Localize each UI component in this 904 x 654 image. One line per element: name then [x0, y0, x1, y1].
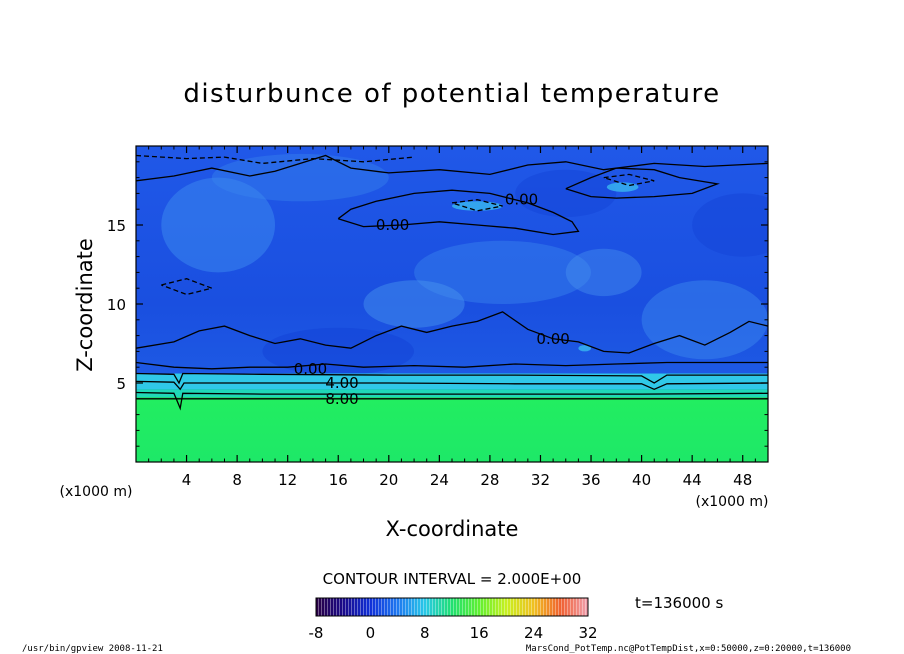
field-patch	[452, 201, 503, 211]
x-unit-right: (x1000 m)	[696, 494, 769, 510]
x-tick-label: 44	[683, 471, 702, 489]
footer-left: /usr/bin/gpview 2008-11-21	[22, 644, 163, 654]
field-patch	[565, 248, 642, 297]
colorbar: -8 0 8 16 24 32	[309, 597, 598, 642]
x-tick-label: 32	[531, 471, 550, 489]
colorbar-tick-label: 8	[420, 624, 430, 642]
transition-band	[136, 389, 768, 398]
x-axis-ticks: 4 8 12 16 20 24 28 32 36 40 44 48	[148, 146, 756, 489]
contour-line	[136, 372, 768, 385]
contour-label: 8.00	[325, 390, 358, 408]
contour-line-negative	[451, 199, 503, 212]
contour-line-negative	[161, 278, 214, 296]
contour-line	[136, 154, 768, 182]
time-label: t=136000 s	[635, 594, 723, 612]
field-patch	[363, 280, 465, 328]
x-tick-label: 40	[632, 471, 651, 489]
y-axis-label: Z-coordinate	[73, 238, 97, 372]
contour-line-negative	[136, 154, 415, 165]
field-patch	[515, 169, 617, 218]
field-patch	[692, 193, 768, 257]
contour-label: 0.00	[294, 360, 327, 378]
x-tick-label: 24	[430, 471, 449, 489]
contour-label: 4.00	[325, 374, 358, 392]
field-patches	[161, 153, 768, 376]
contour-label: 0.00	[505, 191, 538, 209]
contour-line	[136, 311, 768, 354]
colorbar-stripes	[316, 598, 588, 616]
field-patch	[414, 240, 592, 304]
colorbar-tick-label: 24	[524, 624, 543, 642]
y-tick-label: 10	[107, 296, 126, 314]
colorbar-tick-label: 32	[578, 624, 597, 642]
colorbar-tick-label: 0	[366, 624, 376, 642]
x-axis-label: X-coordinate	[386, 517, 519, 541]
contour-line	[136, 361, 768, 370]
lower-field	[136, 397, 768, 462]
field-patch	[161, 177, 276, 273]
contour-labels: 0.000.000.000.004.008.00	[294, 191, 570, 408]
field-patch	[641, 280, 768, 360]
contour-line	[136, 380, 768, 391]
contour-line	[565, 167, 720, 199]
contour-line	[337, 189, 580, 236]
x-tick-label: 36	[581, 471, 600, 489]
x-tick-label: 12	[278, 471, 297, 489]
contour-interval: CONTOUR INTERVAL = 2.000E+00	[323, 570, 582, 588]
contour-line-negative	[603, 173, 655, 187]
x-tick-label: 16	[329, 471, 348, 489]
colorbar-frame	[315, 597, 589, 617]
x-unit-left: (x1000 m)	[60, 484, 133, 500]
field-patch	[211, 153, 389, 202]
contour-label: 0.00	[376, 216, 409, 234]
colorbar-tick-label: -8	[309, 624, 324, 642]
footer-right: MarsCond_PotTemp.nc@PotTempDist,x=0:5000…	[526, 644, 851, 654]
colorbar-tick-label: 16	[470, 624, 489, 642]
colorbar-ticks: -8 0 8 16 24 32	[309, 624, 598, 642]
x-tick-label: 28	[480, 471, 499, 489]
y-tick-label: 15	[107, 217, 126, 235]
y-axis-ticks: 5 10 15	[107, 161, 768, 447]
x-tick-label: 4	[182, 471, 192, 489]
x-tick-label: 20	[379, 471, 398, 489]
x-tick-label: 48	[733, 471, 752, 489]
field-patch	[262, 327, 415, 376]
contour-label: 0.00	[536, 330, 569, 348]
chart-title: disturbunce of potential temperature	[183, 79, 720, 109]
field-patch	[578, 345, 592, 352]
contour-lines	[136, 154, 768, 411]
transition-band	[136, 373, 768, 390]
x-tick-label: 8	[232, 471, 242, 489]
plot-area	[136, 146, 768, 462]
y-tick-label: 5	[116, 375, 126, 393]
